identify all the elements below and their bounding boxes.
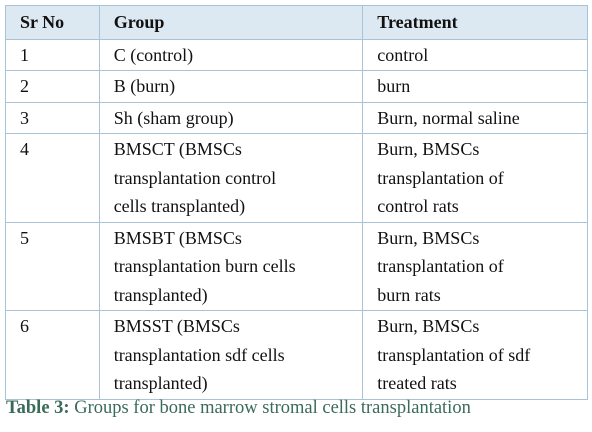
caption-text: Groups for bone marrow stromal cells tra… (74, 398, 471, 418)
header-cell: Group (98, 5, 364, 40)
cell-line: transplanted) (113, 373, 208, 393)
cell-line: burn rats (377, 284, 441, 305)
table-row: 5 BMSBT (BMSCs transplantation burn cells t… (5, 221, 588, 311)
table-cell: 5 (5, 221, 100, 311)
cell-line: Burn, BMSCs (377, 316, 480, 336)
cell-line: 2 (20, 76, 29, 96)
header-row: Sr No Group Treatment (5, 5, 588, 40)
cell-line: 6 (20, 316, 29, 336)
table-cell: Burn, BMSCs transplantation of burn rats (362, 221, 588, 311)
cell-line: BMSST (BMSCs (113, 316, 240, 336)
cell-line: control (377, 44, 429, 65)
table-row: 6 BMSST (BMSCs transplantation sdf cells tr… (5, 310, 588, 400)
table-cell: C (control) (98, 38, 364, 71)
cell-line: Burn, BMSCs (377, 227, 480, 248)
cell-line: BMSBT (BMSCs (113, 227, 242, 248)
table-cell: B (burn) (98, 70, 364, 103)
table-cell: control (362, 38, 588, 71)
table-cell: 4 (5, 133, 100, 223)
cell-line: C (control) (113, 44, 194, 65)
table-cell: BMSCT (BMSCs transplantation control cells… (98, 133, 364, 223)
cell-line: BMSCT (BMSCs (113, 139, 242, 159)
cell-line: cells transplanted) (113, 196, 246, 216)
table-cell: Burn, normal saline (362, 101, 588, 134)
header-cell: Treatment (362, 5, 588, 40)
cell-line: 4 (20, 139, 29, 159)
table-cell: Burn, BMSCs transplantation of control rat… (362, 133, 588, 223)
cell-line: burn (377, 76, 411, 96)
cell-line: Burn, normal saline (377, 107, 520, 128)
table-cell: Sh (sham group) (98, 101, 364, 134)
cell-line: 1 (20, 44, 29, 65)
cell-line: transplantation of (377, 167, 504, 188)
cell-line: B (burn) (113, 76, 176, 96)
cell-line: control rats (377, 196, 459, 216)
cell-line: transplantation of (377, 256, 504, 276)
table-row: 2 B (burn) burn (5, 70, 588, 103)
cell-line: transplantation sdf cells (113, 344, 285, 365)
cell-line: Burn, BMSCs (377, 139, 480, 159)
table-cell: burn (362, 70, 588, 103)
table-cell: 1 (5, 38, 100, 71)
cell-line: transplanted) (113, 284, 208, 305)
table-cell: BMSBT (BMSCs transplantation burn cells tr… (98, 221, 364, 311)
header-cell: Sr No (5, 5, 100, 40)
cell-line: 5 (20, 227, 29, 248)
caption: Table 3: Groups for bone marrow stromal … (6, 398, 471, 419)
table: Sr No Group Treatment 1 C (control) control 2… (5, 5, 588, 400)
cell-line: Sh (sham group) (113, 107, 234, 128)
table-cell: 6 (5, 310, 100, 400)
table-cell: 3 (5, 101, 100, 134)
table-cell: BMSST (BMSCs transplantation sdf cells tra… (98, 310, 364, 400)
table-row: 4 BMSCT (BMSCs transplantation control cell… (5, 133, 588, 223)
cell-line: transplantation of sdf (377, 344, 531, 365)
table-row: 3 Sh (sham group) Burn, normal saline (5, 101, 588, 134)
caption-label: Table 3: (6, 398, 70, 418)
cell-line: 3 (20, 107, 29, 128)
table-wrap: Sr No Group Treatment 1 C (control) control 2… (5, 5, 588, 400)
cell-line: transplantation burn cells (113, 256, 296, 276)
table-row: 1 C (control) control (5, 38, 588, 71)
table-cell: 2 (5, 70, 100, 103)
table-cell: Burn, BMSCs transplantation of sdf treated… (362, 310, 588, 400)
cell-line: treated rats (377, 373, 457, 393)
cell-line: transplantation control (113, 167, 277, 188)
table-body: 1 C (control) control 2 B (burn) burn 3 Sh (sha… (5, 38, 588, 400)
